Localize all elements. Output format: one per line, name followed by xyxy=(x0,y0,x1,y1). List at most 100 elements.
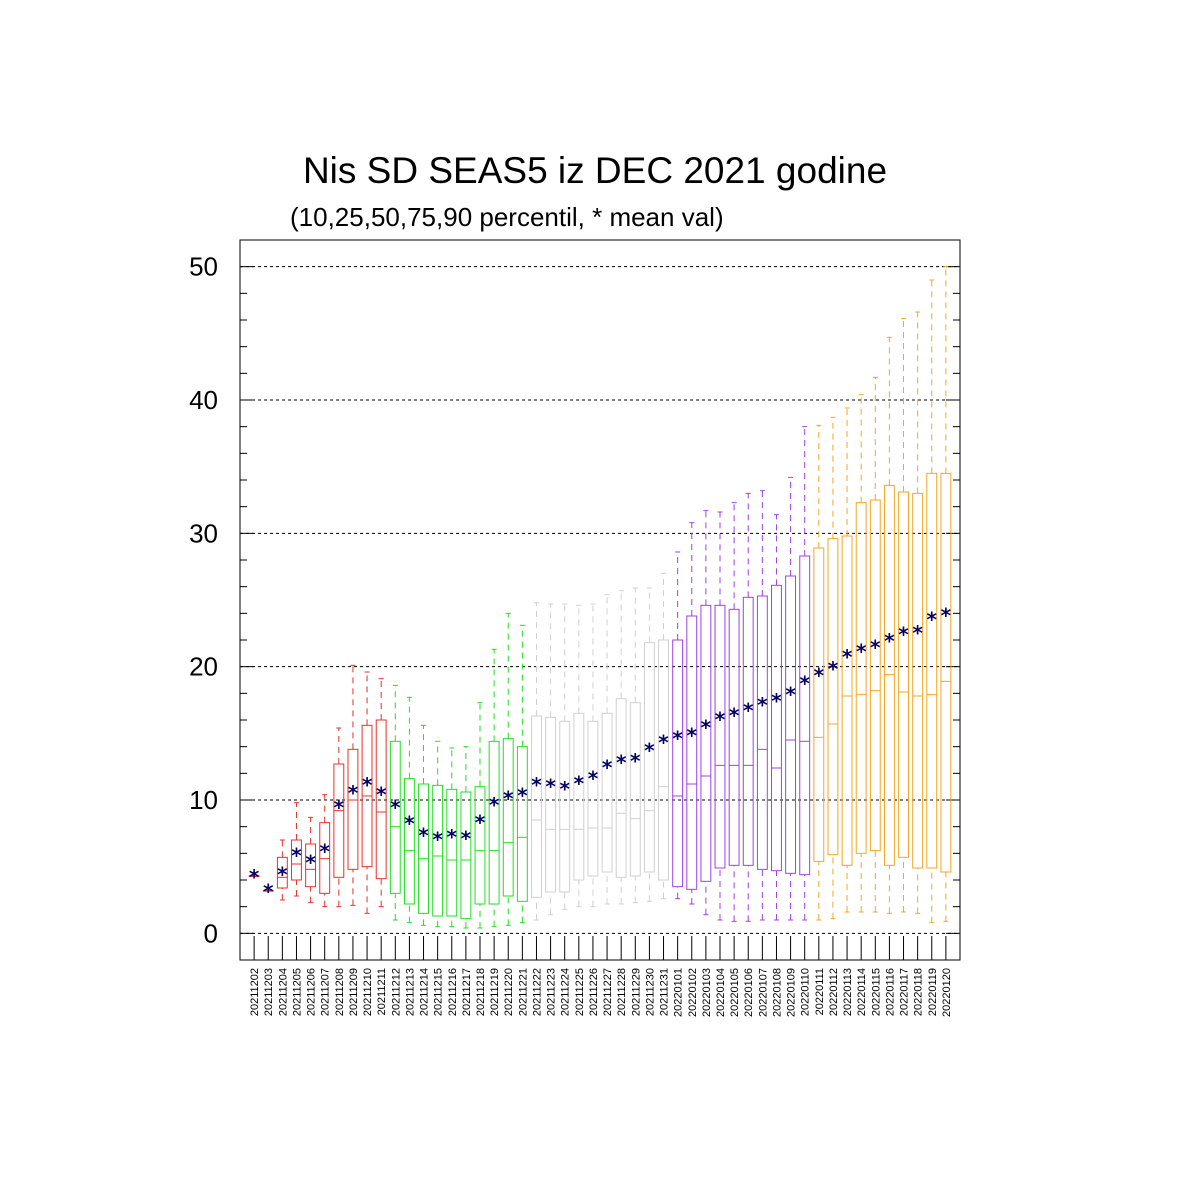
box-20211207 xyxy=(319,794,331,908)
box-20220108 xyxy=(771,514,782,921)
chart-title: Nis SD SEAS5 iz DEC 2021 godine xyxy=(302,150,888,191)
box-20220102 xyxy=(686,522,698,905)
mean-marker-20220109: * xyxy=(785,682,796,706)
iqr-box-20220120 xyxy=(940,472,952,873)
box-20211202 xyxy=(248,875,260,877)
mean-marker-20211210: * xyxy=(362,773,373,797)
iqr-box-20220115 xyxy=(869,499,881,852)
box-20220118 xyxy=(912,311,924,914)
x-tick-label-20211212: 20211212 xyxy=(390,968,402,1016)
mean-marker-20211227: * xyxy=(602,756,613,780)
box-20211222 xyxy=(531,602,542,921)
mean-marker-20211204: * xyxy=(277,862,288,886)
iqr-box-20220107 xyxy=(756,595,768,870)
x-tick-label-20211203: 20211203 xyxy=(263,968,275,1016)
mean-marker-20211208: * xyxy=(334,796,345,820)
y-tick-label-10: 10 xyxy=(189,785,218,815)
x-tick-label-20220118: 20220118 xyxy=(913,968,925,1016)
iqr-box-20220113 xyxy=(841,535,853,866)
box-20211218 xyxy=(474,702,486,929)
mean-marker-20220117: * xyxy=(898,622,909,646)
box-20211209 xyxy=(347,664,359,906)
x-tick-label-20220111: 20220111 xyxy=(814,968,826,1015)
iqr-box-20211217 xyxy=(460,791,472,920)
mean-marker-20211209: * xyxy=(348,781,359,805)
iqr-box-20211206 xyxy=(305,843,317,888)
box-20211225 xyxy=(573,604,585,908)
iqr-box-20220101 xyxy=(672,639,684,888)
iqr-box-20211221 xyxy=(516,746,528,902)
iqr-box-20211209 xyxy=(347,748,359,870)
iqr-box-20220102 xyxy=(686,615,698,890)
x-tick-label-20220102: 20220102 xyxy=(687,968,699,1017)
box-20211224 xyxy=(559,603,571,910)
x-tick-label-20220105: 20220105 xyxy=(729,968,741,1017)
x-tick-label-20211208: 20211208 xyxy=(334,968,346,1016)
axis-ticks xyxy=(240,266,960,960)
mean-marker-20220111: * xyxy=(814,664,825,688)
box-20211220 xyxy=(502,612,514,926)
iqr-box-20220104 xyxy=(714,604,726,869)
mean-marker-20220107: * xyxy=(757,693,768,717)
x-tick-label-20220117: 20220117 xyxy=(899,968,911,1016)
box-20211226 xyxy=(587,603,599,908)
x-tick-label-20220116: 20220116 xyxy=(884,968,896,1016)
iqr-box-20220119 xyxy=(926,472,938,869)
x-tick-label-20220115: 20220115 xyxy=(870,968,882,1016)
x-tick-label-20211210: 20211210 xyxy=(362,968,374,1016)
mean-marker-20211218: * xyxy=(475,810,486,834)
mean-marker-20211223: * xyxy=(545,774,556,798)
mean-marker-20211231: * xyxy=(658,730,669,754)
box-20211221 xyxy=(516,624,528,924)
box-20220103 xyxy=(700,510,712,916)
x-tick-label-20220107: 20220107 xyxy=(757,968,769,1017)
box-20211205 xyxy=(291,802,302,897)
mean-marker-20211226: * xyxy=(588,766,599,790)
mean-marker-20211202: * xyxy=(249,865,260,889)
box-20211212 xyxy=(389,684,401,921)
iqr-box-20211214 xyxy=(418,783,429,914)
mean-marker-20211214: * xyxy=(418,824,429,848)
x-tick-label-20220119: 20220119 xyxy=(927,968,939,1016)
mean-marker-20220101: * xyxy=(672,726,683,750)
iqr-box-20211231 xyxy=(658,639,669,881)
box-20211229 xyxy=(629,587,641,904)
box-20211211 xyxy=(375,678,387,908)
mean-marker-20211215: * xyxy=(432,828,443,852)
box-20220101 xyxy=(672,551,684,900)
iqr-box-20211216 xyxy=(446,788,458,917)
mean-marker-20211212: * xyxy=(390,796,401,820)
x-tick-label-20220112: 20220112 xyxy=(828,968,840,1016)
mean-marker-20211228: * xyxy=(616,750,627,774)
iqr-box-20211211 xyxy=(375,719,387,880)
iqr-box-20220105 xyxy=(728,608,740,866)
mean-marker-20220112: * xyxy=(828,657,839,681)
box-20211227 xyxy=(601,594,613,905)
iqr-box-20220118 xyxy=(912,492,924,869)
mean-marker-20211211: * xyxy=(376,782,387,806)
iqr-box-20211204 xyxy=(276,856,288,889)
x-tick-label-20211214: 20211214 xyxy=(419,968,431,1016)
mean-marker-20220102: * xyxy=(687,724,698,748)
mean-marker-20211203: * xyxy=(263,880,274,904)
x-tick-label-20211220: 20211220 xyxy=(503,968,515,1016)
iqr-box-20211228 xyxy=(615,698,627,878)
mean-marker-20211225: * xyxy=(574,772,585,796)
iqr-box-20220106 xyxy=(742,596,754,866)
iqr-box-20211220 xyxy=(502,738,514,897)
x-tick-label-20220104: 20220104 xyxy=(715,968,727,1017)
iqr-box-20220109 xyxy=(785,575,797,874)
iqr-box-20211223 xyxy=(545,716,557,893)
box-20211228 xyxy=(615,590,627,905)
mean-marker-20220115: * xyxy=(870,636,881,660)
box-20220112 xyxy=(827,416,839,920)
mean-marker-20211220: * xyxy=(503,786,514,810)
y-tick-label-20: 20 xyxy=(189,652,218,682)
x-tick-label-20211229: 20211229 xyxy=(630,968,642,1016)
mean-marker-20211219: * xyxy=(489,793,500,817)
mean-marker-20220118: * xyxy=(912,621,923,645)
x-tick-label-20220108: 20220108 xyxy=(771,968,783,1017)
y-axis-labels: 0 10 20 30 40 50 xyxy=(189,252,218,949)
mean-marker-20211216: * xyxy=(447,825,458,849)
x-tick-label-20220109: 20220109 xyxy=(786,968,798,1017)
